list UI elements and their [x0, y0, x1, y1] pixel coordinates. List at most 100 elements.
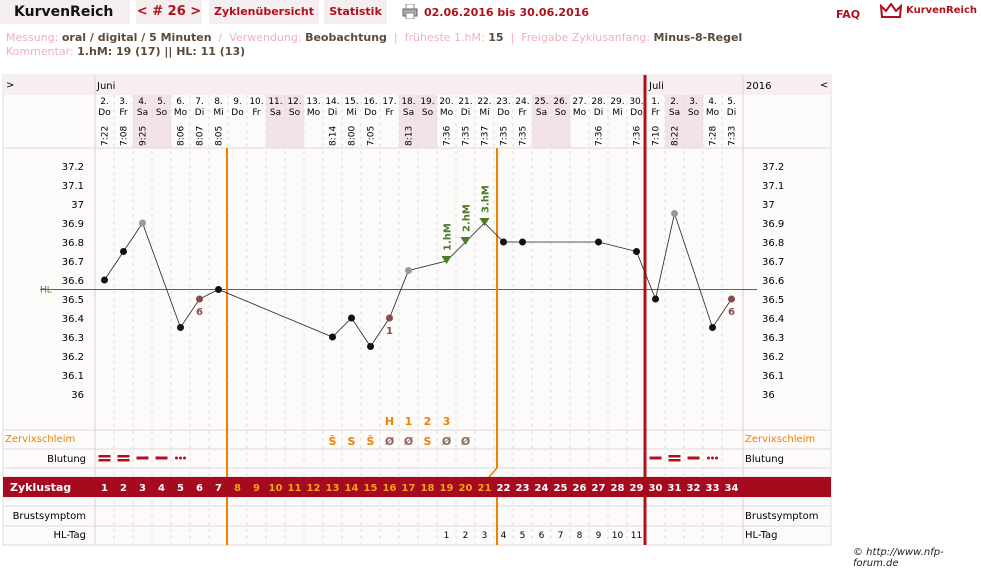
- weekday-label: Di: [328, 108, 337, 118]
- cycle-day-number: 27: [592, 483, 606, 494]
- point-annotation: 1: [386, 326, 393, 337]
- time-label: 7:22: [101, 126, 111, 146]
- weekday-label: So: [422, 108, 434, 118]
- date-label: 21.: [458, 97, 472, 107]
- weekday-label: Sa: [270, 108, 281, 118]
- use-value: Beobachtung: [305, 31, 387, 44]
- y-tick-label: 36.8: [62, 238, 84, 249]
- weekday-label: Mi: [612, 108, 622, 118]
- info-line-1: Messung: oral / digital / 5 Minuten / Ve…: [6, 31, 743, 44]
- hm-marker: [460, 237, 471, 245]
- cycle-day-number: 21: [478, 483, 492, 494]
- time-label: 7:36: [443, 126, 453, 146]
- date-label: 3.: [119, 97, 128, 107]
- bleeding-mark: [183, 456, 186, 460]
- y-tick-label: 36.6: [62, 276, 84, 287]
- cycle-day-number: 15: [364, 483, 378, 494]
- cycle-day-number: 34: [725, 483, 739, 494]
- bleeding-mark: [668, 455, 681, 458]
- time-label: 7:35: [462, 126, 472, 146]
- cycle-day-number: 8: [234, 483, 241, 494]
- time-label: 8:00: [348, 126, 358, 146]
- cycle-day-number: 26: [573, 483, 587, 494]
- cycle-day-number: 19: [440, 483, 454, 494]
- copyright[interactable]: © http://www.nfp-forum.de: [853, 547, 944, 569]
- y-tick-label-right: 36.3: [762, 333, 784, 344]
- temperature-point: [386, 314, 393, 322]
- point-annotation: 6: [728, 307, 735, 318]
- cycle-day-number: 18: [421, 483, 435, 494]
- chart-frame: [2, 74, 832, 546]
- cervix-symbol: Ø: [385, 435, 395, 448]
- y-tick-label: 36: [71, 390, 84, 401]
- weekday-label: Mi: [213, 108, 223, 118]
- date-label: 15.: [344, 97, 358, 107]
- hl-day-number: 3: [482, 531, 488, 541]
- bleeding-mark: [711, 456, 714, 460]
- y-tick-label-right: 36.2: [762, 352, 784, 363]
- cycle-day-number: 1: [101, 483, 108, 494]
- date-label: 4.: [708, 97, 717, 107]
- cycle-day-number: 10: [269, 483, 283, 494]
- weekday-label: Fr: [651, 108, 660, 118]
- date-label: 19.: [420, 97, 434, 107]
- date-range: 02.06.2016 bis 30.06.2016: [424, 6, 590, 19]
- weekday-label: Do: [98, 108, 111, 118]
- weekday-label: Mi: [479, 108, 489, 118]
- bleeding-mark: [98, 459, 111, 462]
- weekday-label: So: [289, 108, 301, 118]
- y-tick-label: 36.2: [62, 352, 84, 363]
- weekday-label: Di: [195, 108, 204, 118]
- temperature-point: [329, 333, 336, 341]
- bleeding-mark: [117, 455, 130, 458]
- hm-label: 1.hM: [443, 223, 454, 251]
- coverline-label: HL: [40, 286, 52, 296]
- hl-day-number: 8: [577, 531, 583, 541]
- temperature-point: [709, 324, 716, 331]
- app-logo[interactable]: KurvenReich: [0, 0, 130, 24]
- cycle-nav[interactable]: < # 26 >: [136, 0, 202, 24]
- temperature-point: [595, 238, 602, 246]
- weekday-label: Do: [630, 108, 643, 118]
- temperature-point: [652, 295, 659, 303]
- date-label: 6.: [176, 97, 185, 107]
- cycle-day-bar: [3, 477, 831, 497]
- weekday-label: Fr: [385, 108, 394, 118]
- weekday-label: So: [156, 108, 168, 118]
- y-tick-label: 37: [71, 200, 84, 211]
- bleeding-label-right: Blutung: [745, 454, 784, 465]
- cycle-day-number: 25: [554, 483, 568, 494]
- hl-day-number: 2: [463, 531, 469, 541]
- cycle-day-number: 24: [535, 483, 549, 494]
- brand-name: KurvenReich: [906, 5, 978, 16]
- y-tick-label: 37.1: [62, 181, 84, 192]
- cycle-day-number: 30: [649, 483, 663, 494]
- time-label: 7:36: [595, 126, 605, 146]
- faq-link[interactable]: FAQ: [836, 8, 861, 21]
- top-bar: KurvenReich < # 26 > Zyklenübersicht Sta…: [0, 0, 981, 26]
- info-line-2: Kommentar: 1.hM: 19 (17) || HL: 11 (13): [6, 45, 245, 58]
- date-label: 16.: [363, 97, 377, 107]
- breast-label-right: Brustsymptom: [745, 511, 818, 522]
- comment-value: 1.hM: 19 (17) || HL: 11 (13): [77, 45, 246, 58]
- temperature-point: [367, 343, 374, 350]
- weekday-label: Do: [364, 108, 377, 118]
- date-label: 1.: [651, 97, 660, 107]
- bleeding-mark: [707, 456, 710, 460]
- bleeding-mark: [668, 459, 681, 462]
- tab-cycle-overview[interactable]: Zyklenübersicht: [209, 0, 319, 24]
- cycle-day-number: 17: [402, 483, 416, 494]
- time-label: 7:35: [500, 126, 510, 146]
- tab-statistics[interactable]: Statistik: [324, 0, 387, 24]
- print-icon[interactable]: [402, 4, 418, 19]
- month-label-july: Juli: [648, 81, 664, 92]
- weekday-label: Di: [461, 108, 470, 118]
- weekend-shade: [399, 95, 418, 148]
- nav-left-arrow: >: [6, 80, 14, 91]
- nav-right-arrow: <: [820, 80, 828, 91]
- hl-day-number: 9: [596, 531, 602, 541]
- weekday-label: Di: [594, 108, 603, 118]
- weekday-label: Fr: [518, 108, 527, 118]
- cervix-symbol: Ø: [461, 435, 471, 448]
- month-header-band: [3, 75, 831, 95]
